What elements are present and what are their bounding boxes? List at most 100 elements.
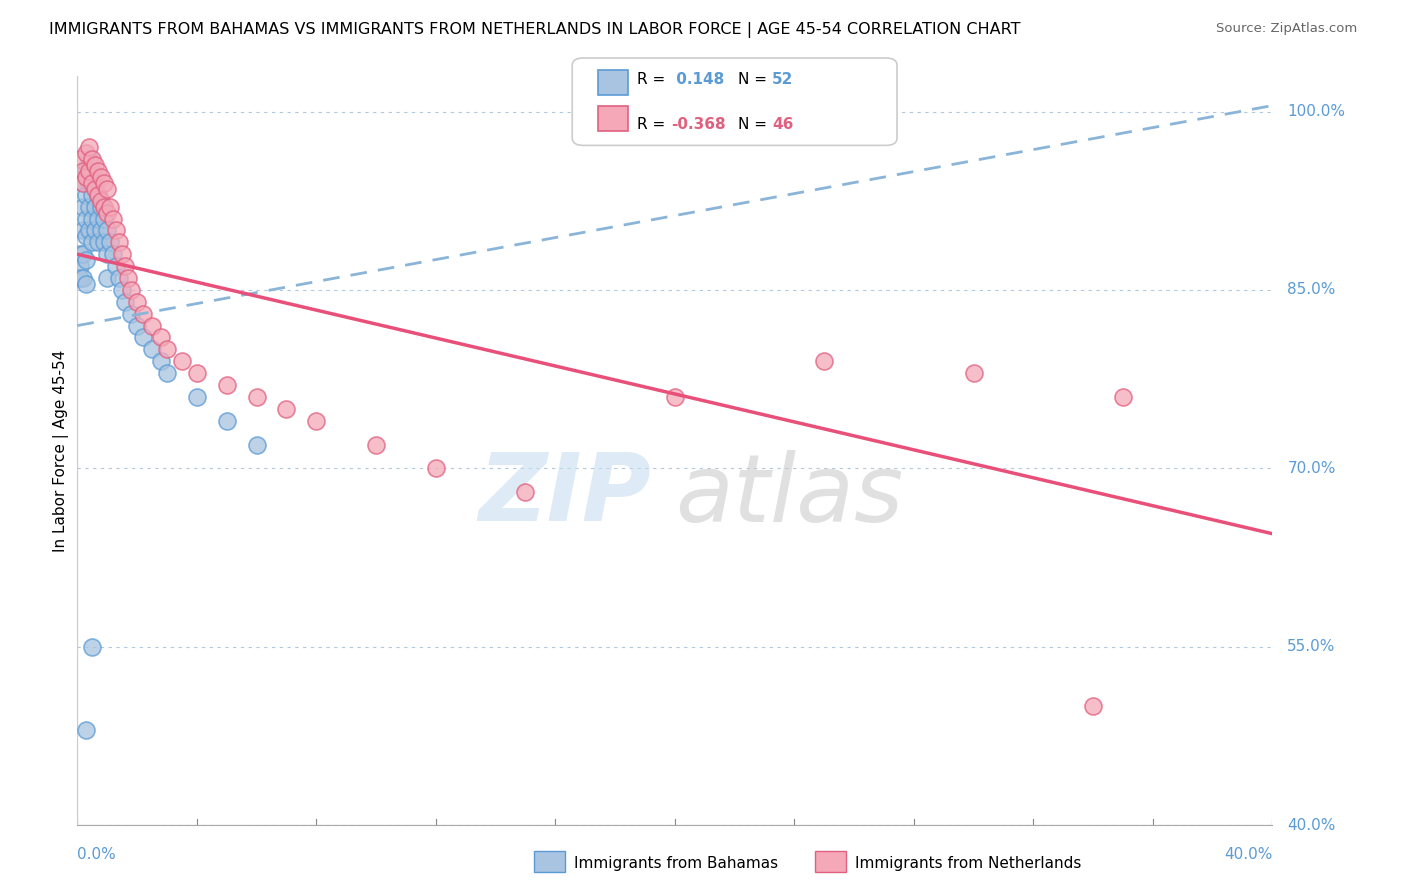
Point [82, 176, 104, 190]
Point [72, 247, 94, 261]
Point [93, 235, 115, 250]
Point [150, 330, 173, 344]
Point [69, 259, 91, 273]
Text: 70.0%: 70.0% [1288, 461, 1336, 475]
Point [75, 164, 97, 178]
Text: -0.368: -0.368 [671, 117, 725, 132]
Point [120, 307, 142, 321]
Point [93, 200, 115, 214]
Text: Immigrants from Bahamas: Immigrants from Bahamas [574, 856, 778, 871]
Point [132, 330, 155, 344]
Point [82, 164, 104, 178]
Point [246, 390, 269, 404]
Point [72, 223, 94, 237]
Point [105, 223, 128, 237]
Point [276, 401, 298, 416]
Point [90, 194, 112, 208]
Point [90, 169, 112, 184]
Point [82, 235, 104, 250]
Point [141, 318, 163, 333]
Point [170, 354, 193, 368]
Point [96, 271, 118, 285]
Point [72, 200, 94, 214]
Point [186, 390, 208, 404]
Text: 46: 46 [772, 117, 793, 132]
Point [79, 152, 101, 166]
Text: 100.0%: 100.0% [1288, 104, 1346, 119]
Point [105, 259, 128, 273]
Point [69, 247, 91, 261]
Text: IMMIGRANTS FROM BAHAMAS VS IMMIGRANTS FROM NETHERLANDS IN LABOR FORCE | AGE 45-5: IMMIGRANTS FROM BAHAMAS VS IMMIGRANTS FR… [49, 22, 1021, 38]
Point [75, 277, 97, 291]
Point [82, 187, 104, 202]
Point [90, 200, 112, 214]
Point [246, 437, 269, 451]
Text: R =: R = [637, 117, 671, 132]
Point [79, 200, 101, 214]
Text: 52: 52 [772, 72, 793, 87]
Point [108, 235, 131, 250]
Point [90, 223, 112, 237]
Y-axis label: In Labor Force | Age 45-54: In Labor Force | Age 45-54 [53, 350, 69, 551]
Point [82, 640, 104, 654]
Point [1112, 390, 1135, 404]
Point [98, 235, 121, 250]
Point [305, 414, 328, 428]
Point [813, 354, 835, 368]
Point [75, 211, 97, 226]
Point [84, 182, 107, 196]
Point [103, 211, 124, 226]
Point [425, 461, 447, 475]
Text: Source: ZipAtlas.com: Source: ZipAtlas.com [1216, 22, 1357, 36]
Point [69, 271, 91, 285]
Point [141, 343, 163, 357]
Point [103, 247, 124, 261]
Point [87, 187, 110, 202]
Point [79, 164, 101, 178]
Point [963, 366, 986, 380]
Point [72, 164, 94, 178]
Point [1083, 699, 1105, 714]
Point [87, 211, 110, 226]
Point [515, 485, 537, 500]
Point [111, 283, 134, 297]
Point [132, 307, 155, 321]
Point [114, 259, 136, 273]
Point [84, 200, 107, 214]
Point [75, 169, 97, 184]
Text: R =: R = [637, 72, 671, 87]
Point [79, 176, 101, 190]
Point [215, 414, 238, 428]
Point [87, 187, 110, 202]
Point [127, 294, 149, 309]
Point [120, 283, 142, 297]
Text: atlas: atlas [675, 450, 903, 541]
Point [84, 176, 107, 190]
Point [72, 176, 94, 190]
Point [79, 140, 101, 154]
Point [75, 146, 97, 161]
Point [87, 164, 110, 178]
Point [150, 354, 173, 368]
Point [72, 271, 94, 285]
Point [84, 223, 107, 237]
Point [156, 343, 179, 357]
Point [96, 205, 118, 219]
Text: N =: N = [738, 72, 772, 87]
Point [82, 211, 104, 226]
Point [82, 152, 104, 166]
Point [79, 223, 101, 237]
Point [156, 366, 179, 380]
Point [108, 271, 131, 285]
Text: 40.0%: 40.0% [1288, 818, 1336, 832]
Point [114, 294, 136, 309]
Point [84, 158, 107, 172]
Point [72, 176, 94, 190]
Text: 0.0%: 0.0% [77, 847, 117, 862]
Point [75, 187, 97, 202]
Text: 85.0%: 85.0% [1288, 283, 1336, 297]
Point [96, 223, 118, 237]
Point [127, 318, 149, 333]
Point [93, 211, 115, 226]
Point [75, 253, 97, 268]
